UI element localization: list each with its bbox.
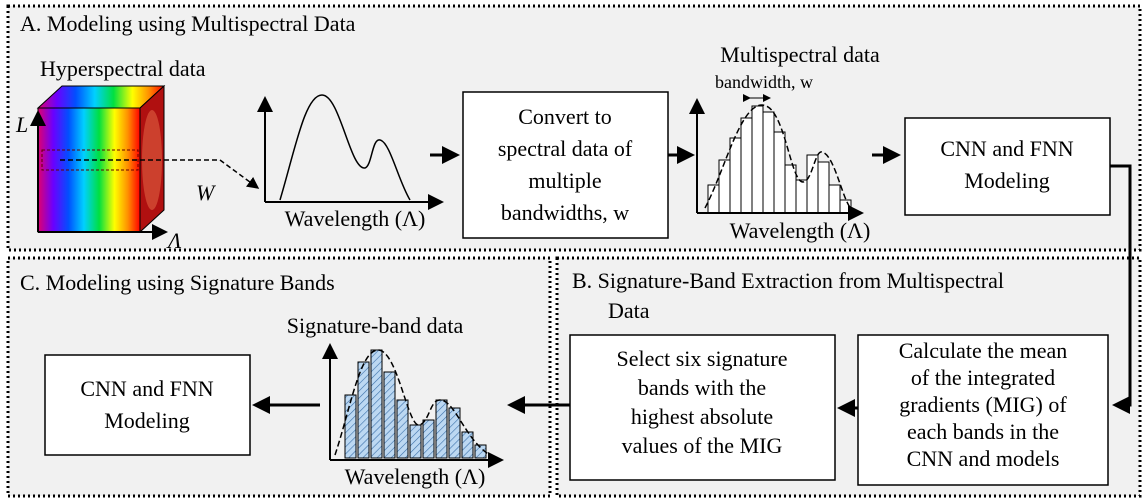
dashed-arrow (60, 159, 260, 189)
box-text: Modeling (964, 168, 1050, 193)
axis-label: W (196, 180, 216, 205)
box-text: bands with the (638, 375, 766, 400)
box-text: each bands in the (907, 419, 1059, 444)
box-text: multiple (528, 168, 601, 193)
box-text: gradients (MIG) of (899, 392, 1067, 417)
box-text: CNN and models (907, 446, 1060, 471)
box-text: bandwidths, w (501, 200, 629, 225)
signature-plot (322, 343, 504, 468)
axis-title: Wavelength (Λ) (345, 464, 486, 489)
box-text: Modeling (104, 408, 190, 433)
plot-title: Multispectral data (720, 42, 880, 67)
axis-title: Wavelength (Λ) (730, 218, 871, 243)
box-text: Calculate the mean (899, 338, 1068, 363)
process-box (462, 91, 669, 239)
axis-label: Λ (166, 228, 182, 253)
connector-arrow (1110, 164, 1132, 414)
panel-title: C. Modeling using Signature Bands (20, 270, 335, 295)
process-box (44, 354, 251, 456)
process-box (569, 334, 836, 481)
process-box (904, 117, 1111, 216)
box-text: spectral data of (498, 136, 633, 161)
axis-title: Wavelength (Λ) (285, 206, 426, 231)
box-text: of the integrated (911, 365, 1055, 390)
box-text: CNN and FNN (80, 376, 213, 401)
bandwidth-label: bandwidth, w (715, 72, 813, 92)
multispectral-plot (689, 94, 864, 221)
box-text: Convert to (518, 104, 612, 129)
box-text: values of the MIG (622, 433, 783, 458)
panel-title: Data (608, 298, 650, 323)
panel-title: B. Signature-Band Extraction from Multis… (572, 268, 1004, 293)
plot-title: Signature-band data (287, 313, 464, 338)
process-box (857, 334, 1109, 486)
box-text: CNN and FNN (940, 136, 1073, 161)
spectrum-plot (257, 94, 444, 210)
panel-title: A. Modeling using Multispectral Data (20, 11, 356, 36)
box-text: Select six signature (616, 346, 787, 371)
axis-label: L (15, 112, 28, 137)
hypercube (30, 84, 168, 240)
cube-label: Hyperspectral data (40, 56, 206, 81)
box-text: highest absolute (631, 404, 773, 429)
